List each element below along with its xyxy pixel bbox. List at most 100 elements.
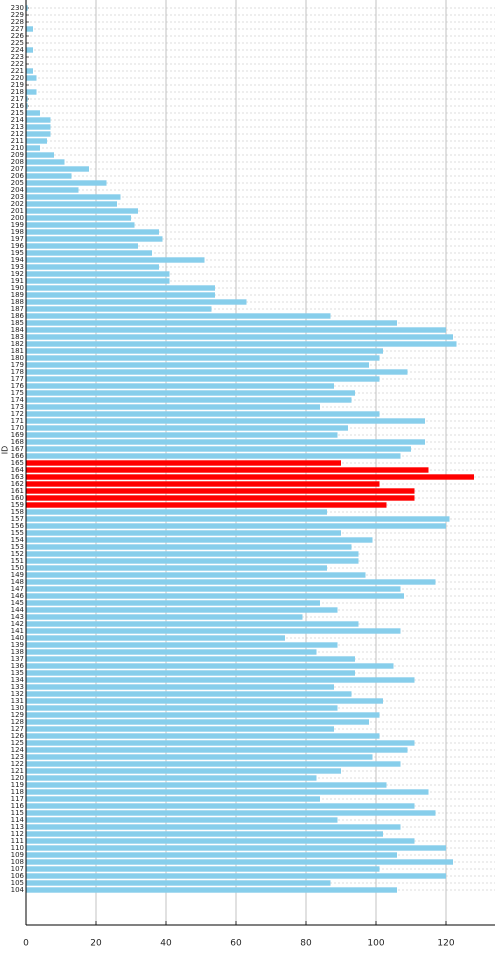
y-tick-label: 215 (11, 109, 24, 117)
y-tick-label: 206 (11, 172, 25, 180)
bar (26, 782, 387, 788)
y-tick-label: 157 (11, 515, 24, 523)
bar (26, 474, 474, 480)
y-tick-label: 199 (11, 221, 24, 229)
y-tick-label: 153 (11, 543, 24, 551)
y-tick-label: 203 (11, 193, 24, 201)
y-tick-label: 117 (11, 795, 24, 803)
y-tick-label: 112 (11, 830, 24, 838)
bar (26, 411, 380, 417)
y-tick-label: 132 (11, 690, 24, 698)
y-tick-label: 224 (11, 46, 25, 54)
bar (26, 810, 436, 816)
y-tick-label: 166 (11, 452, 25, 460)
bar (26, 530, 341, 536)
bar (26, 488, 415, 494)
bar (26, 593, 404, 599)
y-tick-label: 161 (11, 487, 24, 495)
y-tick-label: 135 (11, 669, 24, 677)
bar (26, 873, 446, 879)
y-tick-label: 142 (11, 620, 24, 628)
bar (26, 509, 327, 515)
bar (26, 187, 79, 193)
y-tick-label: 129 (11, 711, 24, 719)
bar (26, 250, 152, 256)
y-tick-label: 228 (11, 18, 24, 26)
bar (26, 257, 205, 263)
y-tick-label: 125 (11, 739, 24, 747)
y-tick-label: 200 (11, 214, 24, 222)
bar (26, 222, 135, 228)
bar (26, 558, 359, 564)
y-tick-label: 123 (11, 753, 24, 761)
y-tick-label: 176 (11, 382, 25, 390)
y-tick-label: 214 (11, 116, 25, 124)
bar (26, 264, 159, 270)
bar (26, 89, 37, 95)
bar (26, 166, 89, 172)
bar (26, 761, 401, 767)
bar (26, 614, 303, 620)
y-tick-label: 119 (11, 781, 24, 789)
y-tick-label: 126 (11, 732, 25, 740)
y-tick-label: 175 (11, 389, 24, 397)
bar (26, 131, 51, 137)
y-tick-label: 182 (11, 340, 24, 348)
bar (26, 817, 338, 823)
y-tick-label: 122 (11, 760, 24, 768)
bar (26, 796, 320, 802)
y-tick-label: 174 (11, 396, 25, 404)
bar (26, 236, 163, 242)
y-tick-label: 223 (11, 53, 24, 61)
y-tick-label: 144 (11, 606, 25, 614)
bar (26, 327, 446, 333)
y-tick-label: 180 (11, 354, 24, 362)
bar (26, 663, 394, 669)
bar (26, 383, 334, 389)
bar (26, 271, 170, 277)
bar (26, 579, 436, 585)
y-tick-label: 121 (11, 767, 24, 775)
y-tick-label: 220 (11, 74, 24, 82)
y-tick-label: 128 (11, 718, 24, 726)
y-tick-label: 217 (11, 95, 24, 103)
y-tick-label: 124 (11, 746, 25, 754)
y-tick-label: 172 (11, 410, 24, 418)
bar (26, 698, 383, 704)
bar (26, 159, 65, 165)
bar (26, 670, 355, 676)
y-tick-label: 130 (11, 704, 24, 712)
y-tick-label: 196 (11, 242, 25, 250)
y-tick-label: 152 (11, 550, 24, 558)
y-tick-label: 207 (11, 165, 24, 173)
bar (26, 635, 285, 641)
bar (26, 110, 40, 116)
y-tick-label: 104 (11, 886, 25, 894)
bar (26, 425, 348, 431)
y-tick-label: 198 (11, 228, 24, 236)
bar (26, 5, 28, 11)
x-tick-label: 100 (367, 939, 384, 949)
bar (26, 229, 159, 235)
x-tick-label: 60 (230, 939, 242, 949)
bar (26, 768, 341, 774)
y-axis-label: ID (1, 446, 10, 455)
y-tick-label: 190 (11, 284, 24, 292)
bar (26, 831, 383, 837)
y-tick-label: 202 (11, 200, 24, 208)
y-tick-label: 109 (11, 851, 24, 859)
bar (26, 285, 215, 291)
y-tick-label: 201 (11, 207, 24, 215)
y-tick-label: 212 (11, 130, 24, 138)
bar (26, 362, 369, 368)
y-tick-label: 160 (11, 494, 24, 502)
bar (26, 803, 415, 809)
y-tick-label: 127 (11, 725, 24, 733)
bar (26, 866, 380, 872)
y-tick-label: 118 (11, 788, 24, 796)
y-tick-label: 105 (11, 879, 24, 887)
bar (26, 194, 121, 200)
bar (26, 376, 380, 382)
bar (26, 320, 397, 326)
